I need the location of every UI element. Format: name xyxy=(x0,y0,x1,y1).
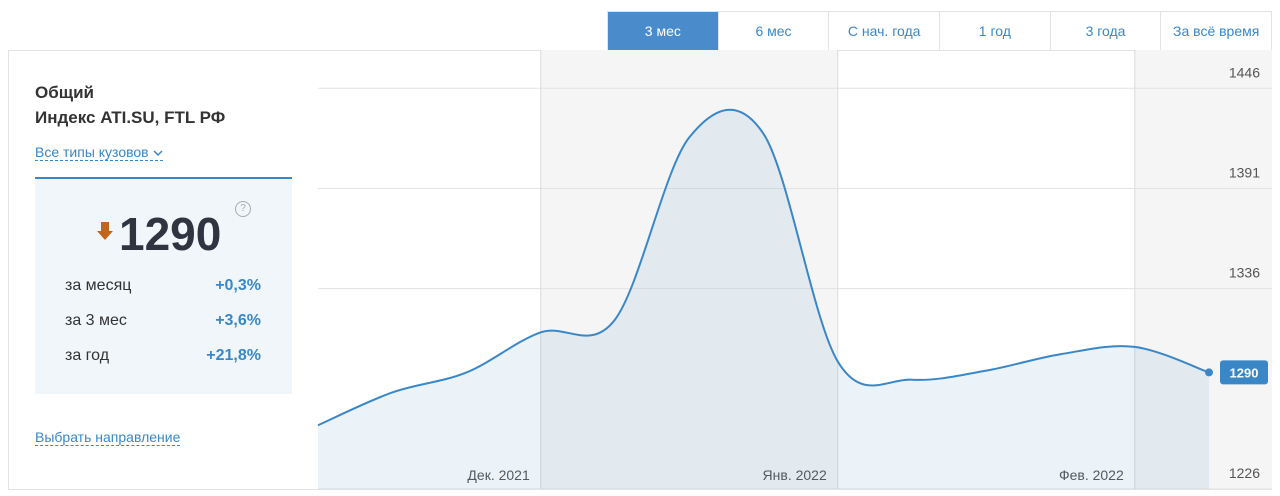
choose-route-link[interactable]: Выбрать направление xyxy=(35,429,181,446)
index-value: 1290 xyxy=(119,208,222,260)
x-tick-label: Янв. 2022 xyxy=(763,467,827,483)
shaded-band xyxy=(540,50,838,489)
y-tick-label: 1391 xyxy=(1229,164,1260,180)
filter-text[interactable]: Все типы кузовов xyxy=(35,144,149,160)
change-value: +21,8% xyxy=(206,347,261,364)
value-badge xyxy=(1220,360,1268,385)
area xyxy=(318,109,1209,489)
tab[interactable]: 1 год xyxy=(939,12,1050,50)
change-label: за 3 мес xyxy=(65,312,127,329)
end-point xyxy=(1205,368,1213,377)
change-row: за месяц +0,3% xyxy=(65,277,261,295)
line xyxy=(317,108,1210,427)
index-panel: Общий Индекс ATI.SU, FTL РФ Все типы куз… xyxy=(8,50,318,490)
period-tabs: 3 мес 6 мес С нач. года 1 год 3 года За всё в… xyxy=(607,11,1272,50)
y-tick-label: 1226 xyxy=(1229,465,1260,481)
change-row: за год +21,8% xyxy=(65,347,261,365)
change-value: +3,6% xyxy=(215,312,261,329)
change-row: за 3 мес +3,6% xyxy=(65,312,261,330)
down-arrow xyxy=(97,222,113,240)
change-label: за месяц xyxy=(65,277,132,294)
tab[interactable]: За всё время xyxy=(1160,12,1271,50)
tab[interactable]: 6 мес xyxy=(717,12,829,50)
change-value: +0,3% xyxy=(215,277,261,294)
shaded-band xyxy=(1134,50,1272,489)
change-label: за год xyxy=(65,347,110,364)
x-tick-label: Фев. 2022 xyxy=(1059,467,1124,483)
tab[interactable]: С нач. года xyxy=(828,12,939,50)
y-tick-label: 1446 xyxy=(1229,64,1260,80)
tab[interactable]: 3 года xyxy=(1049,12,1161,50)
value-badge-label: 1290 xyxy=(1230,365,1259,380)
index-box: 1290 ? за месяц +0,3% за 3 мес +3,6% за год +… xyxy=(35,177,292,394)
y-tick-label: 1336 xyxy=(1229,265,1260,281)
tab[interactable]: 3 мес xyxy=(608,12,718,50)
panel-title: Общий xyxy=(35,83,94,102)
help-icon[interactable]: ? xyxy=(235,201,251,217)
panel-subtitle: Индекс ATI.SU, FTL РФ xyxy=(35,108,226,127)
body-filter[interactable]: Все типы кузовов xyxy=(35,144,163,161)
chevron xyxy=(152,150,163,157)
x-tick-label: Дек. 2021 xyxy=(467,467,530,483)
